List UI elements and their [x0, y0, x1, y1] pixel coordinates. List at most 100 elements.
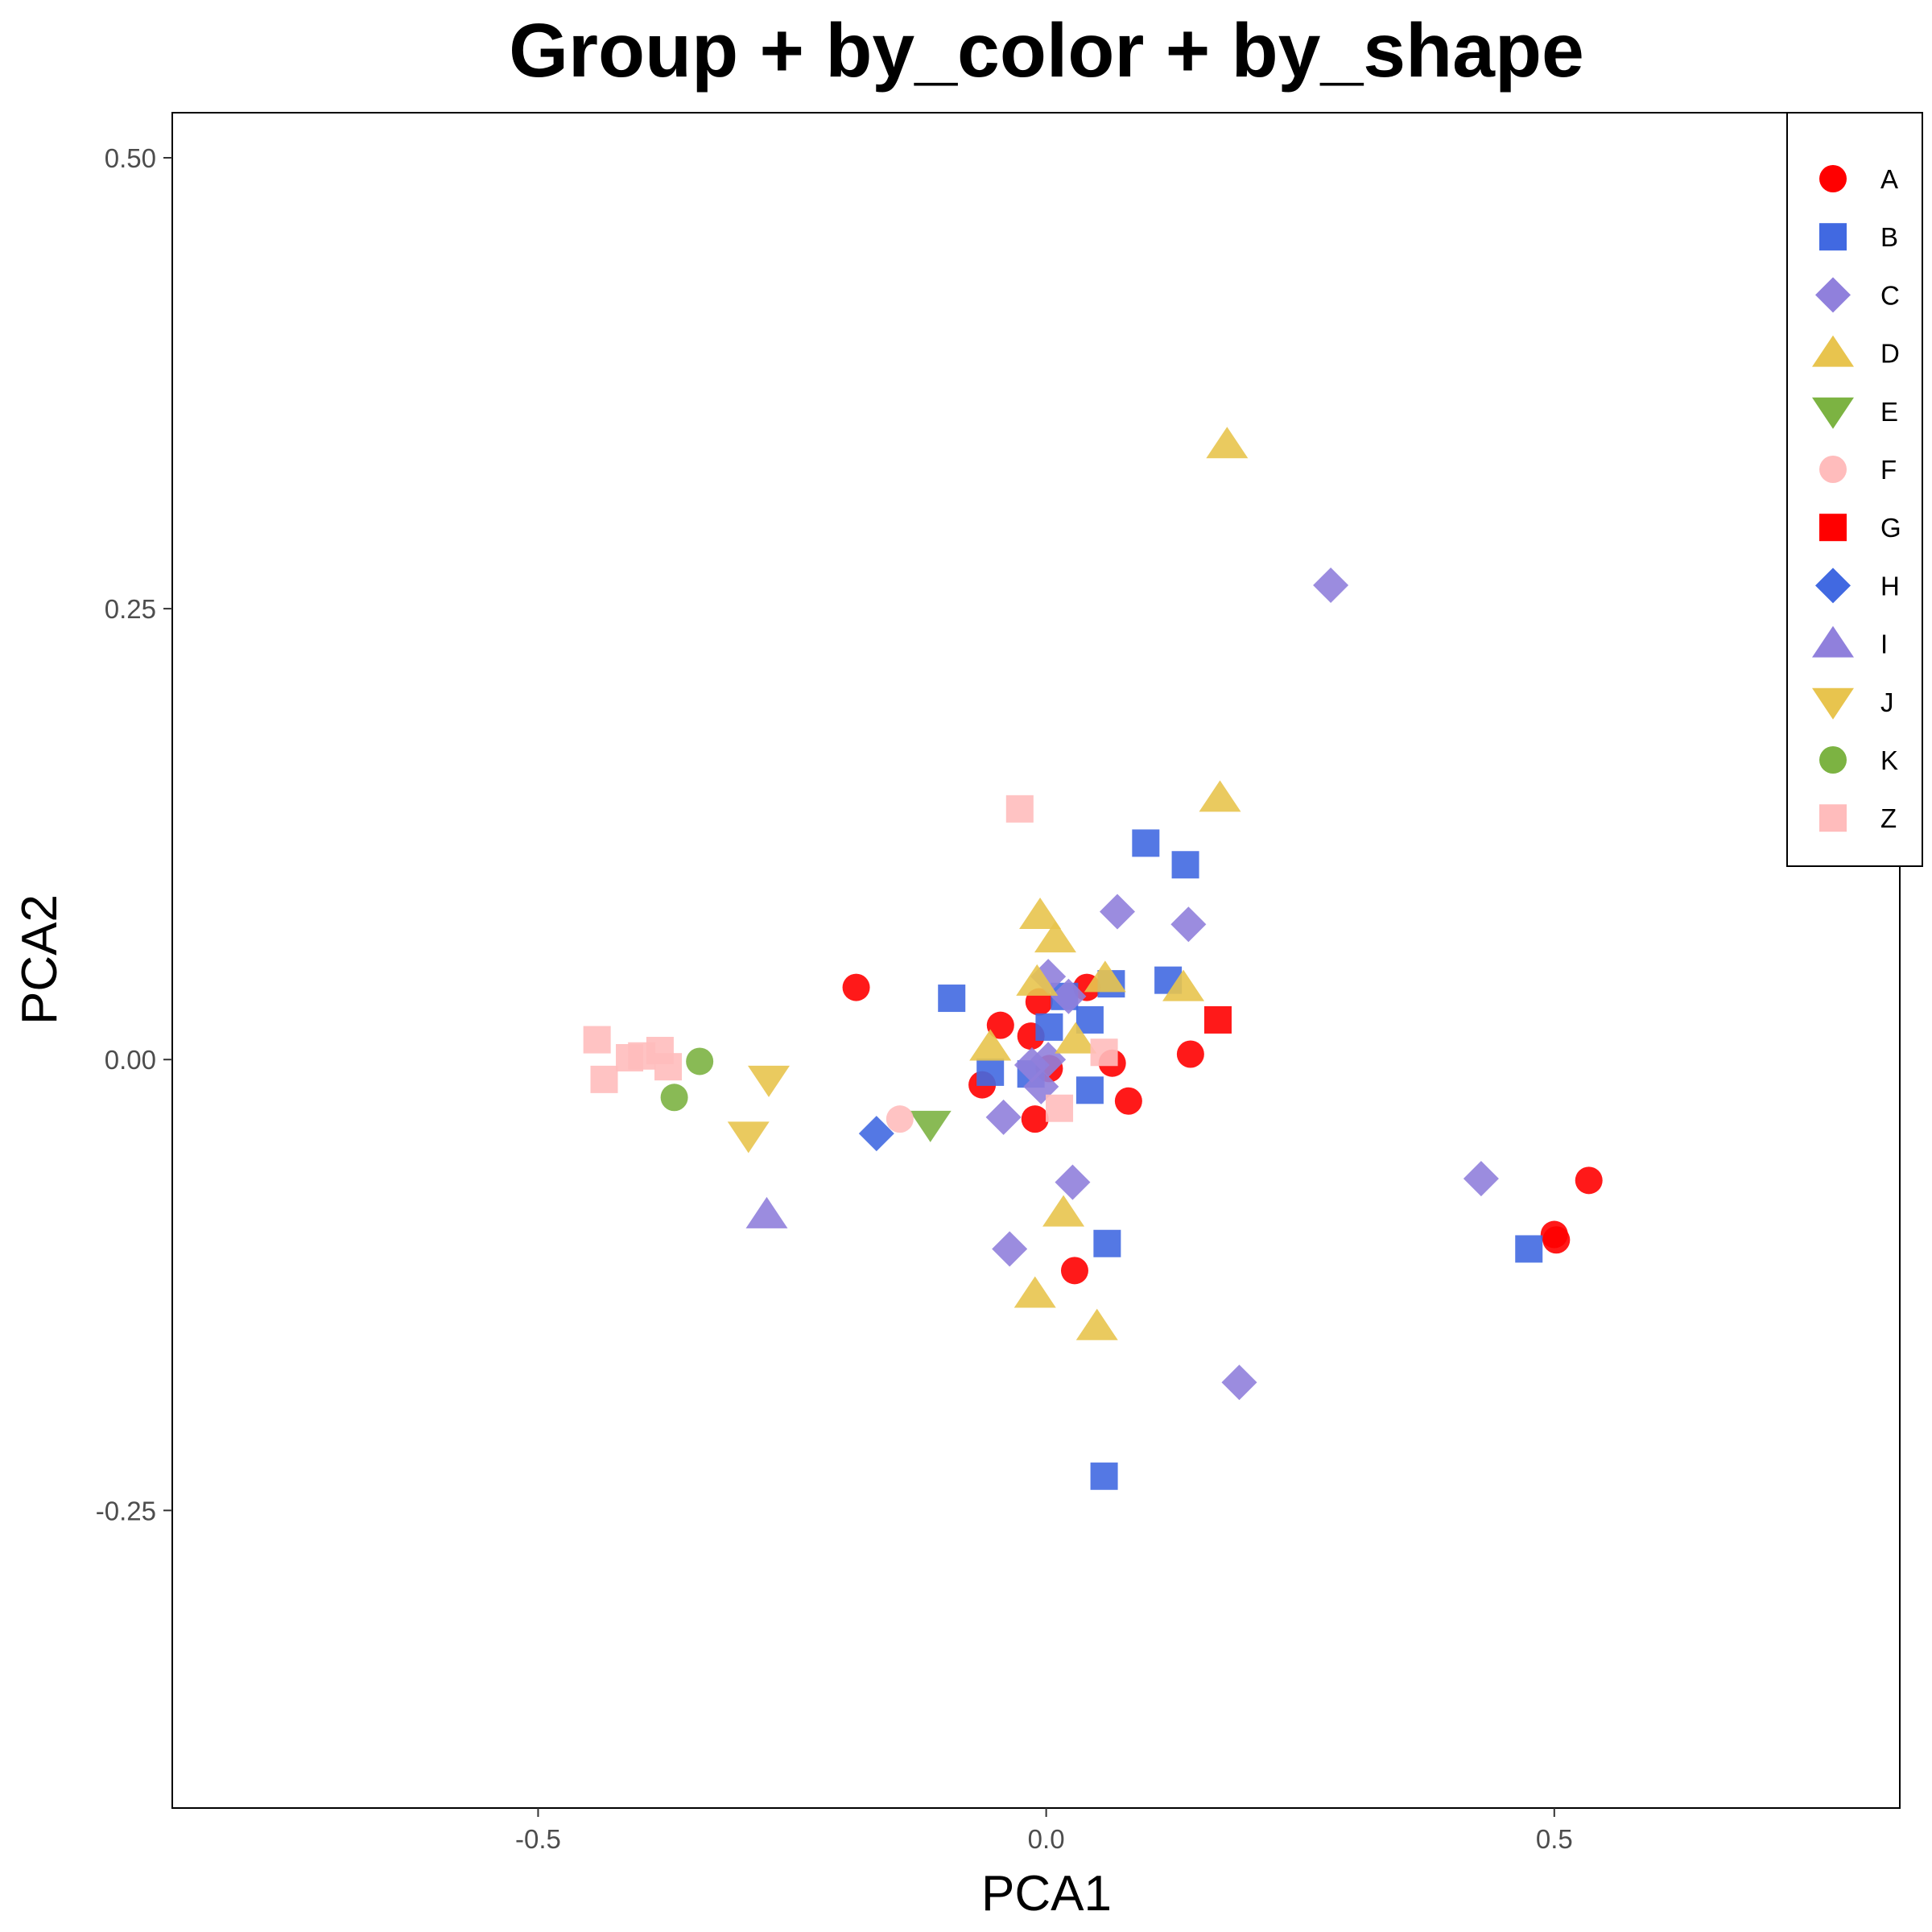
legend-marker	[1819, 746, 1847, 774]
data-point-b	[1171, 851, 1199, 879]
data-point-a	[986, 1011, 1014, 1039]
data-point-z	[590, 1065, 618, 1093]
y-tick-label: -0.25	[96, 1496, 156, 1525]
data-point-c	[1055, 1164, 1091, 1200]
data-point-b	[1515, 1235, 1543, 1263]
legend-marker	[1819, 165, 1847, 192]
data-point-d	[1084, 960, 1126, 993]
legend-marker	[1819, 804, 1847, 832]
y-tick-label: 0.00	[105, 1045, 156, 1075]
data-point-a	[1575, 1166, 1603, 1195]
data-point-d	[1206, 427, 1249, 459]
data-point-a	[1176, 1040, 1204, 1068]
y-axis-title: PCA2	[12, 894, 68, 1025]
data-point-a	[1114, 1087, 1142, 1115]
legend-item-f: F	[1819, 455, 1897, 485]
data-point-d	[1042, 1195, 1085, 1227]
legend-marker	[1819, 514, 1847, 542]
legend-item-h: H	[1815, 568, 1900, 604]
legend-label: B	[1880, 222, 1898, 252]
data-point-b	[938, 985, 966, 1013]
legend-item-j: J	[1812, 687, 1894, 720]
legend-label: E	[1880, 397, 1898, 427]
data-point-z	[1005, 795, 1034, 823]
data-point-g	[1203, 1005, 1232, 1034]
legend-label: D	[1880, 339, 1900, 369]
legend-marker	[1819, 456, 1847, 483]
legend-label: I	[1880, 630, 1888, 659]
chart-title: Group + by_color + by_shape	[509, 8, 1584, 93]
data-point-j	[727, 1121, 770, 1154]
legend-marker	[1815, 568, 1851, 604]
data-point-c	[1221, 1364, 1257, 1401]
data-point-d	[1019, 897, 1062, 929]
data-point-d	[1055, 1022, 1097, 1054]
data-point-d	[1199, 780, 1241, 812]
data-point-c	[1051, 978, 1087, 1014]
y-tick-label: 0.25	[105, 594, 156, 624]
legend-item-k: K	[1819, 745, 1898, 775]
legend-marker	[1812, 335, 1854, 367]
legend-label: A	[1880, 164, 1898, 194]
legend-marker	[1815, 277, 1851, 313]
data-point-a	[842, 973, 870, 1001]
data-point-f	[886, 1105, 914, 1133]
legend-label: F	[1880, 455, 1897, 485]
data-points	[583, 427, 1603, 1490]
data-point-d	[1034, 921, 1076, 953]
data-point-c	[1313, 567, 1349, 603]
data-point-k	[660, 1084, 688, 1112]
data-point-b	[1090, 1462, 1118, 1490]
legend-item-c: C	[1815, 277, 1900, 313]
legend-box	[1786, 112, 1923, 867]
legend-item-b: B	[1819, 222, 1898, 252]
data-point-b	[1075, 1076, 1104, 1104]
data-point-b	[1093, 1229, 1121, 1257]
y-tick-label: 0.50	[105, 143, 156, 173]
data-point-c	[1170, 906, 1207, 943]
legend-label: K	[1880, 745, 1898, 775]
legend-marker	[1812, 397, 1854, 429]
data-point-b	[1132, 829, 1160, 857]
data-point-d	[1075, 1308, 1118, 1340]
legend-label: J	[1880, 687, 1894, 717]
data-point-j	[748, 1065, 791, 1097]
legend-label: H	[1880, 571, 1900, 601]
x-axis: -0.5 0.0 0.5	[515, 1808, 1573, 1854]
data-point-d	[1016, 964, 1059, 996]
data-point-k	[686, 1047, 714, 1075]
legend-label: G	[1880, 513, 1901, 543]
legend-item-g: G	[1819, 513, 1901, 543]
data-point-z	[583, 1026, 611, 1054]
legend-marker	[1819, 223, 1847, 251]
legend-item-i: I	[1812, 625, 1888, 659]
legend-item-z: Z	[1819, 803, 1897, 833]
legend-item-a: A	[1819, 164, 1898, 194]
data-point-i	[745, 1196, 788, 1228]
data-point-b	[976, 1058, 1005, 1086]
data-point-d	[1013, 1276, 1056, 1308]
legend-item-d: D	[1812, 335, 1900, 369]
data-point-a	[1060, 1257, 1088, 1285]
plot-panel	[171, 112, 1901, 1809]
data-point-b	[1075, 1005, 1104, 1034]
data-point-c	[1099, 894, 1135, 930]
data-point-z	[1090, 1038, 1118, 1067]
data-point-e	[909, 1110, 952, 1142]
data-point-h	[858, 1116, 894, 1152]
data-point-c	[1463, 1161, 1499, 1197]
x-tick-label: 0.0	[1028, 1824, 1065, 1854]
legend-label: C	[1880, 280, 1900, 310]
data-point-z	[654, 1053, 683, 1081]
data-point-c	[992, 1231, 1028, 1267]
data-point-d	[1162, 969, 1205, 1001]
x-tick-label: 0.5	[1536, 1824, 1573, 1854]
legend-item-e: E	[1812, 397, 1898, 429]
y-axis: 0.50 0.25 0.00 -0.25	[96, 143, 172, 1525]
data-point-a	[1542, 1226, 1571, 1254]
legend-label: Z	[1880, 803, 1897, 833]
data-point-b	[1035, 1013, 1063, 1041]
x-axis-title: PCA1	[981, 1866, 1112, 1922]
